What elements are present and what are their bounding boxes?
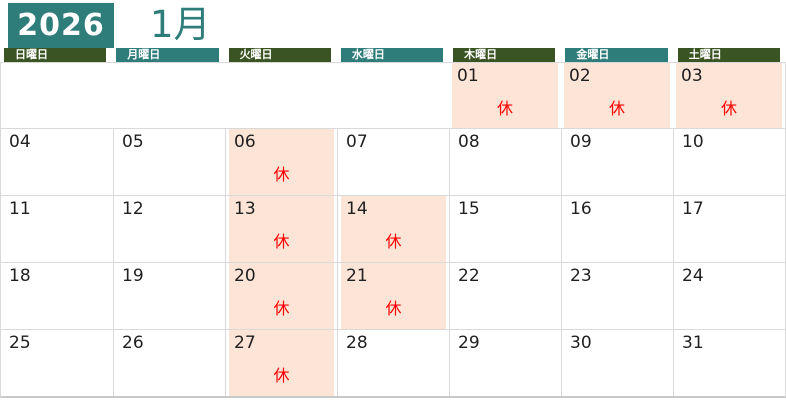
closed-marker: 休 xyxy=(273,232,290,251)
date-number: 28 xyxy=(346,333,368,353)
date-number: 10 xyxy=(682,132,704,152)
weekday-header-row: 日曜日 月曜日 火曜日 水曜日 木曜日 金曜日 土曜日 xyxy=(0,48,786,62)
weekday-header-sat: 土曜日 xyxy=(677,48,780,62)
day-cell-02[interactable]: 02 休 xyxy=(561,62,673,128)
date-number: 02 xyxy=(569,66,591,86)
day-cell-22[interactable]: 22 xyxy=(449,262,561,329)
date-number: 01 xyxy=(457,66,479,86)
day-cell-30[interactable]: 30 xyxy=(561,329,673,396)
weekday-header-wed: 水曜日 xyxy=(340,48,444,62)
day-cell-23[interactable]: 23 xyxy=(561,262,673,329)
day-cell-25[interactable]: 25 xyxy=(1,329,113,396)
day-cell-19[interactable]: 19 xyxy=(113,262,225,329)
day-cell-31[interactable]: 31 xyxy=(673,329,785,396)
date-number: 24 xyxy=(682,266,704,286)
year-label: 2026 xyxy=(17,8,105,43)
day-cell-08[interactable]: 08 xyxy=(449,128,561,195)
day-cell-24[interactable]: 24 xyxy=(673,262,785,329)
day-cell-29[interactable]: 29 xyxy=(449,329,561,396)
weekday-header-sun: 日曜日 xyxy=(4,48,107,62)
closed-marker: 休 xyxy=(273,366,290,385)
day-cell-07[interactable]: 07 xyxy=(337,128,449,195)
date-number: 21 xyxy=(346,266,368,286)
date-number: 09 xyxy=(570,132,592,152)
day-cell-03[interactable]: 03 休 xyxy=(673,62,785,128)
empty-cell[interactable] xyxy=(113,62,225,128)
date-number: 17 xyxy=(682,199,704,219)
year-badge: 2026 xyxy=(8,3,114,48)
date-number: 18 xyxy=(9,266,31,286)
date-number: 06 xyxy=(234,132,256,152)
weekday-header-tue: 火曜日 xyxy=(228,48,331,62)
closed-marker: 休 xyxy=(385,232,402,251)
date-number: 22 xyxy=(458,266,480,286)
date-number: 04 xyxy=(9,132,31,152)
date-number: 05 xyxy=(122,132,144,152)
day-cell-26[interactable]: 26 xyxy=(113,329,225,396)
date-number: 03 xyxy=(681,66,703,86)
closed-highlight xyxy=(341,263,446,329)
day-cell-18[interactable]: 18 xyxy=(1,262,113,329)
day-cell-09[interactable]: 09 xyxy=(561,128,673,195)
day-cell-20[interactable]: 20 休 xyxy=(225,262,337,329)
day-cell-28[interactable]: 28 xyxy=(337,329,449,396)
date-number: 16 xyxy=(570,199,592,219)
day-cell-13[interactable]: 13 休 xyxy=(225,195,337,262)
closed-highlight xyxy=(676,63,782,128)
closed-marker: 休 xyxy=(720,99,737,118)
day-cell-16[interactable]: 16 xyxy=(561,195,673,262)
weekday-header-thu: 木曜日 xyxy=(453,48,556,62)
day-cell-21[interactable]: 21 休 xyxy=(337,262,449,329)
weekday-header-mon: 月曜日 xyxy=(116,48,219,62)
date-number: 13 xyxy=(234,199,256,219)
day-cell-14[interactable]: 14 休 xyxy=(337,195,449,262)
date-number: 19 xyxy=(122,266,144,286)
day-cell-06[interactable]: 06 休 xyxy=(225,128,337,195)
closed-highlight xyxy=(229,263,334,329)
date-number: 15 xyxy=(458,199,480,219)
closed-marker: 休 xyxy=(496,99,513,118)
day-cell-27[interactable]: 27 休 xyxy=(225,329,337,396)
closed-highlight xyxy=(341,196,446,262)
date-number: 23 xyxy=(570,266,592,286)
empty-cell[interactable] xyxy=(337,62,449,128)
closed-highlight xyxy=(229,330,334,396)
date-number: 11 xyxy=(9,199,31,219)
month-title: 1月 xyxy=(150,3,211,46)
empty-cell[interactable] xyxy=(1,62,113,128)
day-cell-04[interactable]: 04 xyxy=(1,128,113,195)
closed-highlight xyxy=(564,63,670,128)
closed-highlight xyxy=(452,63,558,128)
day-cell-12[interactable]: 12 xyxy=(113,195,225,262)
date-number: 08 xyxy=(458,132,480,152)
date-number: 14 xyxy=(346,199,368,219)
closed-marker: 休 xyxy=(608,99,625,118)
date-number: 25 xyxy=(9,333,31,353)
closed-highlight xyxy=(229,129,334,195)
day-cell-15[interactable]: 15 xyxy=(449,195,561,262)
date-number: 31 xyxy=(682,333,704,353)
date-number: 26 xyxy=(122,333,144,353)
day-cell-11[interactable]: 11 xyxy=(1,195,113,262)
date-number: 27 xyxy=(234,333,256,353)
weekday-header-fri: 金曜日 xyxy=(565,48,668,62)
day-cell-17[interactable]: 17 xyxy=(673,195,785,262)
empty-cell[interactable] xyxy=(225,62,337,128)
date-number: 07 xyxy=(346,132,368,152)
day-cell-05[interactable]: 05 xyxy=(113,128,225,195)
day-cell-01[interactable]: 01 休 xyxy=(449,62,561,128)
closed-marker: 休 xyxy=(273,165,290,184)
closed-marker: 休 xyxy=(385,299,402,318)
date-number: 12 xyxy=(122,199,144,219)
closed-marker: 休 xyxy=(273,299,290,318)
date-number: 30 xyxy=(570,333,592,353)
calendar-grid: 01 休 02 休 03 休 04 05 06 休 07 08 09 10 11 12 13 休 14 休 15 16 17… xyxy=(0,62,786,398)
date-number: 20 xyxy=(234,266,256,286)
date-number: 29 xyxy=(458,333,480,353)
day-cell-10[interactable]: 10 xyxy=(673,128,785,195)
closed-highlight xyxy=(229,196,334,262)
